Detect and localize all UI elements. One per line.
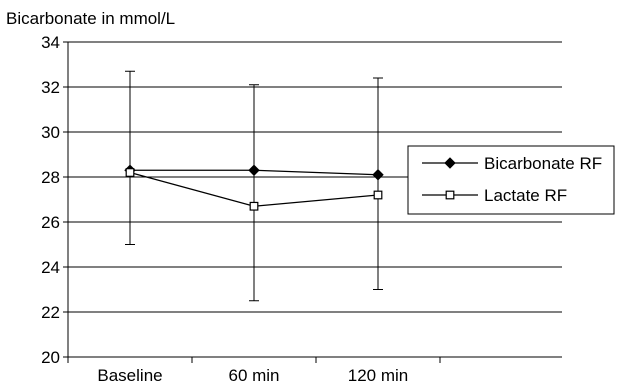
data-point (373, 190, 383, 200)
x-tick-label: 120 min (348, 366, 408, 385)
y-tick-label: 20 (41, 348, 60, 367)
y-tick-label: 26 (41, 213, 60, 232)
y-tick-label: 22 (41, 303, 60, 322)
x-tick-label: Baseline (97, 366, 162, 385)
gridlines (68, 41, 562, 313)
y-tick-label: 32 (41, 78, 60, 97)
legend: Bicarbonate RF Lactate RF (407, 145, 615, 215)
y-tick-label: 24 (41, 258, 60, 277)
data-point (248, 164, 260, 176)
data-series (124, 164, 384, 211)
legend-label: Lactate RF (484, 186, 567, 205)
legend-marker (444, 157, 456, 169)
x-axis-ticks: Baseline 60 min 120 min (67, 357, 441, 385)
data-point (249, 201, 259, 211)
data-point (372, 169, 384, 181)
y-axis-ticks: 20 22 24 26 28 30 32 34 (41, 33, 68, 367)
legend-box (407, 145, 615, 215)
y-tick-label: 34 (41, 33, 60, 52)
legend-label: Bicarbonate RF (484, 154, 602, 173)
error-bars (125, 70, 383, 302)
data-point (125, 168, 135, 177)
y-tick-label: 30 (41, 123, 60, 142)
axes (67, 42, 562, 358)
legend-marker (445, 190, 455, 200)
y-tick-label: 28 (41, 168, 60, 187)
x-tick-label: 60 min (228, 366, 279, 385)
y-axis-title: Bicarbonate in mmol/L (6, 9, 175, 28)
